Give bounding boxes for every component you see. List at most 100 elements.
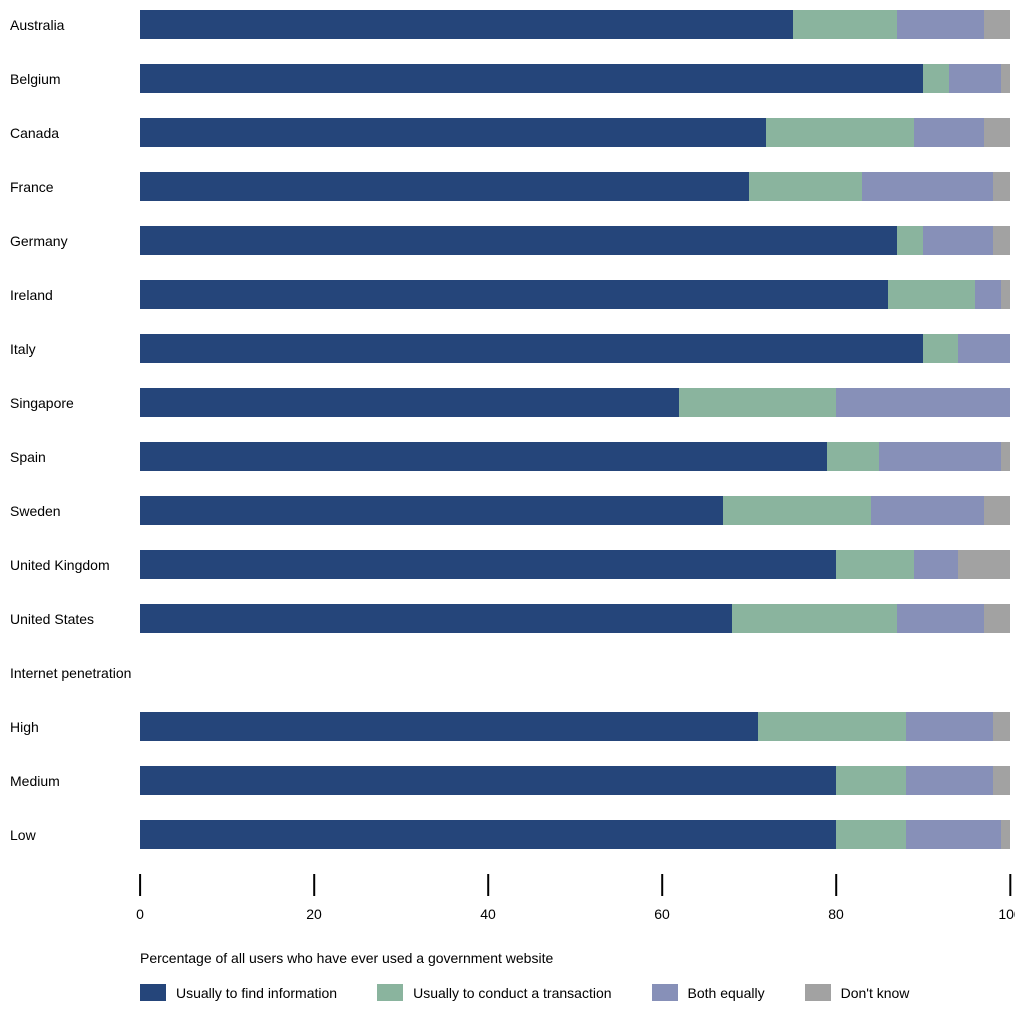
bar-segment-trans <box>732 604 897 633</box>
axis-tick-label: 80 <box>828 906 844 922</box>
penetration-label: High <box>10 719 140 735</box>
legend-swatch <box>377 984 403 1001</box>
bar-segment-trans <box>836 550 914 579</box>
axis-tick-label: 40 <box>480 906 496 922</box>
bar-segment-both <box>871 496 984 525</box>
bar-segment-trans <box>923 64 949 93</box>
bar-segment-trans <box>827 442 879 471</box>
country-label: United Kingdom <box>10 557 140 573</box>
country-label: Ireland <box>10 287 140 303</box>
axis-tick: 80 <box>828 874 844 922</box>
bar-segment-both <box>836 388 1010 417</box>
axis-tick-line <box>1009 874 1011 896</box>
penetration-bar <box>140 712 1010 741</box>
penetration-bar <box>140 766 1010 795</box>
bar-segment-both <box>897 604 984 633</box>
country-label: Germany <box>10 233 140 249</box>
legend-item: Usually to conduct a transaction <box>377 984 611 1001</box>
country-bar <box>140 172 1010 201</box>
country-row: Spain <box>10 442 1010 471</box>
country-row: Canada <box>10 118 1010 147</box>
country-label: Belgium <box>10 71 140 87</box>
bar-segment-info <box>140 280 888 309</box>
legend-label: Usually to find information <box>176 985 337 1001</box>
bar-segment-trans <box>793 10 897 39</box>
axis-tick-label: 0 <box>136 906 144 922</box>
bar-segment-dk <box>984 496 1010 525</box>
bar-segment-dk <box>1001 820 1010 849</box>
legend-item: Both equally <box>652 984 765 1001</box>
bar-segment-dk <box>984 118 1010 147</box>
country-label: Sweden <box>10 503 140 519</box>
bar-segment-both <box>906 712 993 741</box>
axis-tick-line <box>661 874 663 896</box>
bar-segment-info <box>140 172 749 201</box>
country-bar <box>140 604 1010 633</box>
bar-segment-trans <box>758 712 906 741</box>
legend: Usually to find information Usually to co… <box>140 984 1010 1001</box>
country-row: Italy <box>10 334 1010 363</box>
countries-bars: Australia Belgium Canada France Germany Irela… <box>10 10 1010 633</box>
country-row: Australia <box>10 10 1010 39</box>
country-bar <box>140 496 1010 525</box>
bar-segment-dk <box>984 604 1010 633</box>
legend-label: Usually to conduct a transaction <box>413 985 611 1001</box>
bar-segment-trans <box>749 172 862 201</box>
bar-segment-both <box>914 550 958 579</box>
bar-segment-dk <box>993 226 1010 255</box>
section-header-row: Internet penetration <box>10 658 1010 687</box>
bar-segment-dk <box>1001 280 1010 309</box>
stacked-bar-chart: Australia Belgium Canada France Germany Irela… <box>10 10 1010 1001</box>
country-label: France <box>10 179 140 195</box>
penetration-row: Low <box>10 820 1010 849</box>
country-label: Canada <box>10 125 140 141</box>
axis-tick-label: 20 <box>306 906 322 922</box>
penetration-bar <box>140 820 1010 849</box>
country-bar <box>140 280 1010 309</box>
bar-segment-dk <box>993 766 1010 795</box>
country-row: Germany <box>10 226 1010 255</box>
bar-segment-both <box>958 334 1010 363</box>
bar-segment-dk <box>984 10 1010 39</box>
country-label: Spain <box>10 449 140 465</box>
country-bar <box>140 388 1010 417</box>
legend-swatch <box>805 984 831 1001</box>
bar-segment-info <box>140 388 679 417</box>
bar-segment-trans <box>888 280 975 309</box>
bar-segment-info <box>140 226 897 255</box>
penetration-row: Medium <box>10 766 1010 795</box>
legend-swatch <box>652 984 678 1001</box>
bar-segment-info <box>140 442 827 471</box>
bar-segment-dk <box>1001 64 1010 93</box>
legend-item: Usually to find information <box>140 984 337 1001</box>
axis-tick: 0 <box>136 874 144 922</box>
bar-segment-dk <box>1001 442 1010 471</box>
penetration-row: High <box>10 712 1010 741</box>
bar-segment-trans <box>897 226 923 255</box>
bar-segment-both <box>975 280 1001 309</box>
country-bar <box>140 442 1010 471</box>
legend-label: Both equally <box>688 985 765 1001</box>
bar-segment-info <box>140 496 723 525</box>
axis-tick-line <box>139 874 141 896</box>
bar-segment-trans <box>679 388 836 417</box>
penetration-bars: High Medium Low <box>10 712 1010 849</box>
bar-segment-trans <box>923 334 958 363</box>
bar-segment-both <box>897 10 984 39</box>
axis-tick: 20 <box>306 874 322 922</box>
section-header-label: Internet penetration <box>10 665 140 681</box>
penetration-label: Low <box>10 827 140 843</box>
axis-tick: 60 <box>654 874 670 922</box>
legend-item: Don't know <box>805 984 910 1001</box>
country-row: Sweden <box>10 496 1010 525</box>
country-row: France <box>10 172 1010 201</box>
country-label: Italy <box>10 341 140 357</box>
country-bar <box>140 10 1010 39</box>
country-bar <box>140 64 1010 93</box>
bar-segment-trans <box>836 820 906 849</box>
bar-segment-both <box>906 766 993 795</box>
bar-segment-both <box>906 820 1002 849</box>
bar-segment-trans <box>766 118 914 147</box>
bar-segment-dk <box>993 172 1010 201</box>
country-row: Singapore <box>10 388 1010 417</box>
